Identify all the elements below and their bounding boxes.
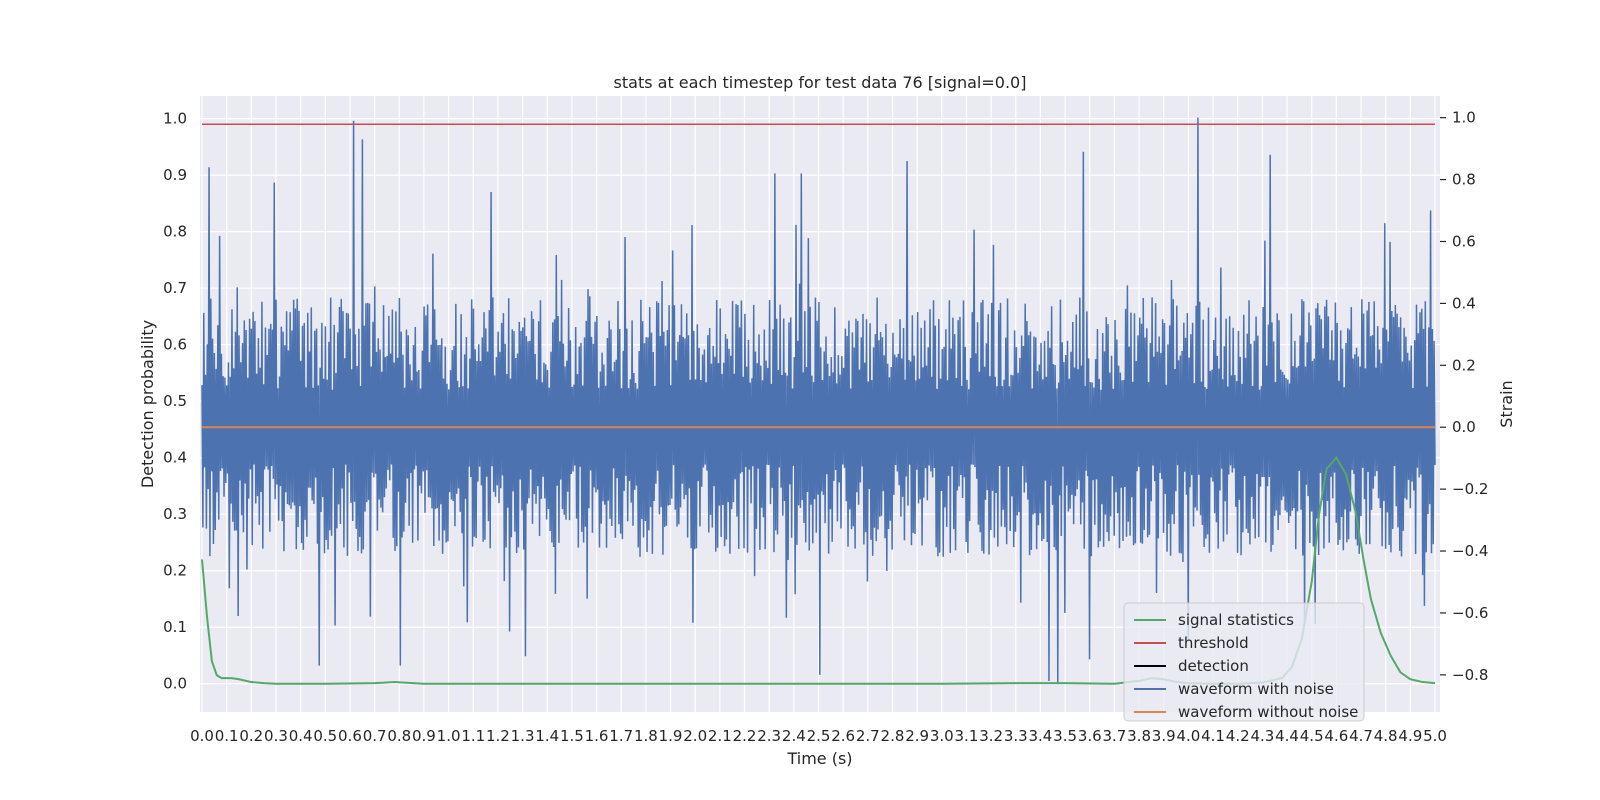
x-tick-label: 3.2 bbox=[979, 727, 1003, 745]
x-tick-label: 4.9 bbox=[1398, 727, 1422, 745]
x-tick-label: 1.8 bbox=[634, 727, 658, 745]
x-tick-label: 3.0 bbox=[930, 727, 954, 745]
x-tick-label: 2.2 bbox=[733, 727, 757, 745]
x-tick-label: 1.3 bbox=[511, 727, 535, 745]
x-tick-label: 0.7 bbox=[363, 727, 387, 745]
y-left-tick-label: 0.6 bbox=[163, 336, 187, 354]
y-left-tick-labels: 0.0 0.1 0.2 0.3 0.4 0.5 0.6 0.7 0.8 0.9 1.0 bbox=[163, 110, 187, 693]
y-right-tick-label: 0.2 bbox=[1452, 356, 1476, 374]
y-right-tick-label: 0.8 bbox=[1452, 171, 1476, 189]
y-right-tick-label: −0.8 bbox=[1452, 666, 1488, 684]
x-tick-label: 1.0 bbox=[437, 727, 461, 745]
y-right-tick-label: 0.4 bbox=[1452, 294, 1476, 312]
x-tick-label: 4.7 bbox=[1349, 727, 1373, 745]
x-tick-label: 2.4 bbox=[782, 727, 806, 745]
x-tick-label: 2.6 bbox=[831, 727, 855, 745]
x-tick-label: 1.5 bbox=[560, 727, 584, 745]
y-left-tick-label: 0.7 bbox=[163, 279, 187, 297]
x-tick-label: 0.2 bbox=[239, 727, 263, 745]
x-tick-label: 1.1 bbox=[461, 727, 485, 745]
legend: signal statistics threshold detection wavef… bbox=[1123, 602, 1365, 722]
y-left-axis-title: Detection probability bbox=[138, 320, 157, 488]
x-axis-title: Time (s) bbox=[786, 749, 852, 768]
x-tick-label: 2.9 bbox=[905, 727, 929, 745]
x-tick-label: 1.2 bbox=[486, 727, 510, 745]
legend-label-threshold: threshold bbox=[1178, 634, 1249, 652]
x-tick-label: 4.5 bbox=[1300, 727, 1324, 745]
x-tick-label: 3.9 bbox=[1152, 727, 1176, 745]
x-tick-label: 0.3 bbox=[264, 727, 288, 745]
x-tick-label: 3.5 bbox=[1053, 727, 1077, 745]
y-right-tick-label: 0.6 bbox=[1452, 232, 1476, 250]
y-left-tick-label: 1.0 bbox=[163, 110, 187, 128]
x-tick-label: 5.0 bbox=[1423, 727, 1447, 745]
x-tick-label: 2.7 bbox=[856, 727, 880, 745]
y-left-tick-label: 0.9 bbox=[163, 166, 187, 184]
x-tick-label: 2.1 bbox=[708, 727, 732, 745]
x-tick-label: 4.1 bbox=[1201, 727, 1225, 745]
y-right-tick-labels: −0.8 −0.6 −0.4 −0.2 0.0 0.2 0.4 0.6 0.8 1.0 bbox=[1440, 109, 1488, 684]
y-left-tick-label: 0.3 bbox=[163, 505, 187, 523]
y-left-tick-label: 0.5 bbox=[163, 392, 187, 410]
plot-series bbox=[201, 117, 1436, 685]
y-left-tick-label: 0.8 bbox=[163, 223, 187, 241]
x-tick-label: 0.6 bbox=[338, 727, 362, 745]
x-tick-label: 3.8 bbox=[1127, 727, 1151, 745]
x-tick-label: 2.0 bbox=[683, 727, 707, 745]
y-right-tick-label: −0.4 bbox=[1452, 542, 1488, 560]
y-right-tick-label: −0.6 bbox=[1452, 604, 1488, 622]
x-tick-label: 4.3 bbox=[1250, 727, 1274, 745]
x-tick-label: 1.7 bbox=[609, 727, 633, 745]
x-tick-label: 4.6 bbox=[1324, 727, 1348, 745]
x-tick-label: 1.6 bbox=[585, 727, 609, 745]
x-tick-label: 2.5 bbox=[807, 727, 831, 745]
series-line-waveform-with-noise bbox=[201, 117, 1436, 685]
x-tick-label: 3.4 bbox=[1029, 727, 1053, 745]
x-tick-label: 4.4 bbox=[1275, 727, 1299, 745]
x-tick-label: 0.1 bbox=[215, 727, 239, 745]
x-tick-label: 0.8 bbox=[387, 727, 411, 745]
legend-label-signal-statistics: signal statistics bbox=[1178, 611, 1294, 629]
x-tick-label: 0.0 bbox=[190, 727, 214, 745]
legend-box bbox=[1123, 602, 1365, 722]
x-tick-label: 3.1 bbox=[955, 727, 979, 745]
x-tick-labels: 0.0 0.1 0.2 0.3 0.4 0.5 0.6 0.7 0.8 0.9 1.0 1.1 1.2 1… bbox=[190, 727, 1447, 745]
x-tick-label: 4.0 bbox=[1176, 727, 1200, 745]
x-tick-label: 0.9 bbox=[412, 727, 436, 745]
x-tick-label: 2.8 bbox=[881, 727, 905, 745]
legend-label-waveform-with-noise: waveform with noise bbox=[1178, 680, 1334, 698]
x-tick-label: 0.4 bbox=[289, 727, 313, 745]
y-left-tick-label: 0.4 bbox=[163, 449, 187, 467]
y-left-tick-label: 0.2 bbox=[163, 562, 187, 580]
legend-label-detection: detection bbox=[1178, 657, 1249, 675]
y-left-tick-label: 0.0 bbox=[163, 675, 187, 693]
x-tick-label: 1.9 bbox=[659, 727, 683, 745]
y-right-axis-title: Strain bbox=[1497, 380, 1516, 427]
x-tick-label: 3.6 bbox=[1078, 727, 1102, 745]
x-tick-label: 4.8 bbox=[1374, 727, 1398, 745]
y-right-tick-label: 0.0 bbox=[1452, 418, 1476, 436]
x-tick-label: 0.5 bbox=[313, 727, 337, 745]
y-right-tick-label: 1.0 bbox=[1452, 109, 1476, 127]
x-tick-label: 1.4 bbox=[535, 727, 559, 745]
x-tick-label: 2.3 bbox=[757, 727, 781, 745]
x-tick-label: 3.3 bbox=[1004, 727, 1028, 745]
x-tick-label: 3.7 bbox=[1102, 727, 1126, 745]
x-tick-label: 4.2 bbox=[1226, 727, 1250, 745]
legend-label-waveform-without-noise: waveform without noise bbox=[1178, 703, 1358, 721]
y-right-tick-label: −0.2 bbox=[1452, 480, 1488, 498]
chart-title: stats at each timestep for test data 76 … bbox=[614, 73, 1027, 92]
y-left-tick-label: 0.1 bbox=[163, 618, 187, 636]
